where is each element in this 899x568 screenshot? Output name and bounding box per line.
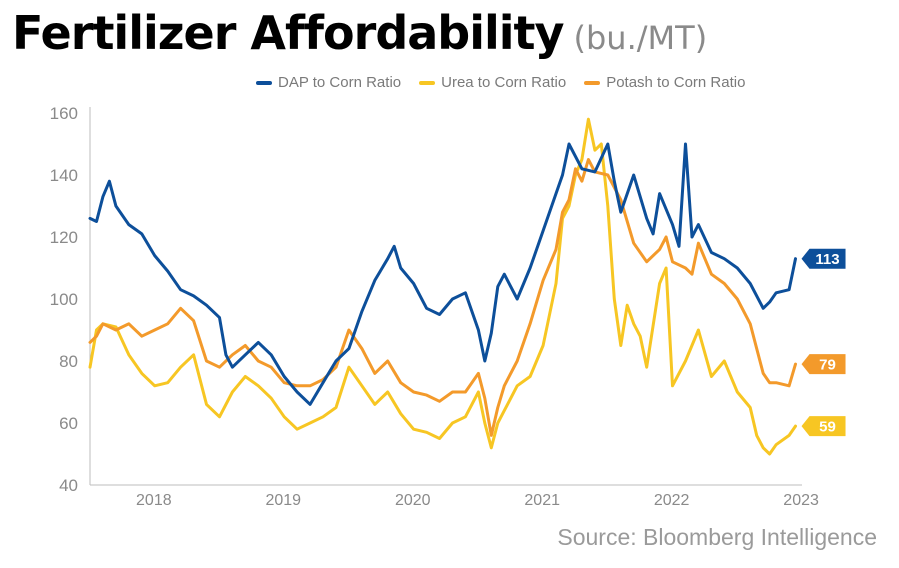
unit-label: (bu./MT) [573, 19, 708, 57]
chart-title-row: Fertilizer Affordability (bu./MT) [12, 6, 707, 60]
x-tick-label: 2020 [395, 492, 431, 509]
chart-axes: 40 60 80 100 120 140 160 2018 2019 2020 2021 2022 20… [50, 104, 819, 509]
end-label-dap: 113 [815, 251, 839, 268]
series-line-dap [88, 142, 797, 406]
legend-item-urea: Urea to Corn Ratio [419, 74, 566, 91]
legend-label-dap: DAP to Corn Ratio [278, 74, 402, 91]
x-tick-label: 2022 [654, 492, 690, 509]
legend-label-potash: Potash to Corn Ratio [606, 74, 746, 91]
series-line-potash [88, 158, 797, 437]
end-label-urea: 59 [819, 419, 836, 436]
end-label-tag-potash [801, 354, 846, 375]
y-tick-label: 120 [50, 228, 78, 247]
chart-lines [88, 117, 797, 456]
y-tick-label: 40 [59, 476, 78, 495]
end-label-potash: 79 [819, 357, 836, 374]
y-tick-label: 80 [59, 352, 78, 371]
y-tick-label: 140 [50, 166, 78, 185]
x-tick-label: 2018 [136, 492, 172, 509]
legend-label-urea: Urea to Corn Ratio [441, 74, 567, 91]
end-label-tag-dap [801, 248, 846, 269]
legend-item-potash: Potash to Corn Ratio [584, 74, 745, 91]
x-tick-label: 2023 [783, 492, 819, 509]
y-tick-label: 160 [50, 104, 78, 123]
x-tick-label: 2021 [524, 492, 560, 509]
x-tick-label: 2019 [265, 492, 301, 509]
y-tick-label: 100 [50, 290, 78, 309]
end-label-tag-urea [801, 416, 846, 437]
chart-end-labels: 59 79 113 [801, 248, 846, 437]
chart-title: Fertilizer Affordability [12, 6, 564, 60]
source-note: Source: Bloomberg Intelligence [557, 524, 877, 550]
legend: DAP to Corn Ratio Urea to Corn Ratio Pot… [256, 74, 745, 91]
legend-item-dap: DAP to Corn Ratio [256, 74, 401, 91]
legend-swatch-potash [584, 80, 601, 85]
legend-swatch-dap [256, 80, 272, 85]
y-tick-label: 60 [59, 414, 78, 433]
series-line-urea [88, 117, 797, 456]
legend-swatch-urea [419, 80, 436, 85]
